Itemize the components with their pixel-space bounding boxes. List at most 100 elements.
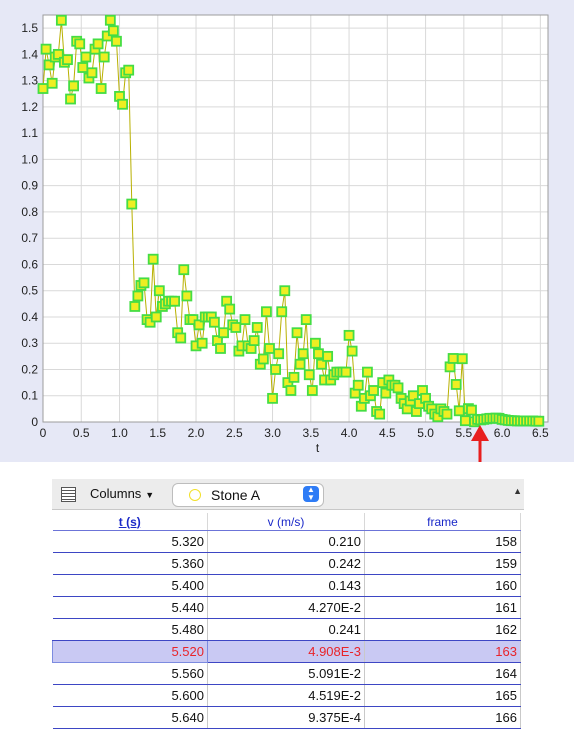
cell-v[interactable]: 4.270E-2: [207, 596, 365, 619]
data-point[interactable]: [138, 277, 150, 289]
data-point[interactable]: [95, 83, 107, 94]
data-point[interactable]: [150, 311, 162, 323]
data-point[interactable]: [80, 51, 92, 63]
data-point[interactable]: [340, 366, 352, 378]
cell-frame[interactable]: 161: [364, 596, 521, 619]
velocity-time-plot[interactable]: 0 0.5 1.0 1.5 2.0 2.5 3.0 3.5 4.0 4.5 5.0 5.5 6.0 6.5…: [0, 0, 574, 462]
data-point[interactable]: [86, 67, 98, 79]
data-point[interactable]: [68, 80, 80, 92]
cell-t[interactable]: 5.400: [52, 574, 208, 597]
cell-v[interactable]: 9.375E-4: [207, 706, 365, 729]
data-point[interactable]: [181, 290, 193, 302]
collapse-caret-icon[interactable]: ▲: [513, 486, 522, 496]
data-point[interactable]: [215, 343, 226, 354]
data-point[interactable]: [175, 332, 187, 344]
data-point[interactable]: [147, 253, 159, 265]
cell-frame[interactable]: 158: [364, 530, 521, 553]
data-point[interactable]: [466, 404, 477, 416]
data-point[interactable]: [279, 285, 291, 297]
data-point[interactable]: [291, 327, 303, 339]
data-point[interactable]: [306, 385, 318, 396]
table-row[interactable]: 5.480 0.241 162: [52, 618, 521, 641]
table-row[interactable]: 5.640 9.375E-4 166: [52, 706, 521, 729]
data-point[interactable]: [193, 319, 205, 331]
data-point[interactable]: [92, 38, 104, 50]
cell-t[interactable]: 5.640: [52, 706, 208, 729]
data-point[interactable]: [276, 306, 288, 318]
cell-t[interactable]: 5.520: [52, 640, 208, 663]
cell-v[interactable]: 0.210: [207, 530, 365, 553]
data-point[interactable]: [392, 382, 404, 394]
data-point[interactable]: [107, 25, 119, 37]
data-point[interactable]: [261, 306, 272, 318]
track-select[interactable]: Stone A ▲ ▼: [172, 483, 324, 507]
data-point[interactable]: [123, 64, 135, 76]
data-point[interactable]: [40, 43, 52, 55]
data-point[interactable]: [309, 337, 321, 349]
data-point[interactable]: [447, 353, 459, 364]
data-point[interactable]: [270, 364, 282, 375]
data-point[interactable]: [303, 369, 315, 381]
data-point[interactable]: [224, 303, 236, 315]
column-header-frame[interactable]: frame: [364, 513, 521, 531]
data-point[interactable]: [453, 405, 465, 417]
data-point[interactable]: [98, 51, 110, 63]
columns-button[interactable]: Columns ▼: [90, 486, 154, 501]
data-point[interactable]: [153, 285, 165, 297]
data-point[interactable]: [46, 77, 58, 89]
cell-frame[interactable]: 162: [364, 618, 521, 641]
cell-t[interactable]: 5.360: [52, 552, 208, 575]
cell-v[interactable]: 5.091E-2: [207, 662, 365, 685]
data-point[interactable]: [239, 314, 251, 325]
cell-v[interactable]: 4.908E-3: [207, 640, 365, 663]
data-point[interactable]: [248, 335, 260, 347]
data-point[interactable]: [297, 348, 309, 360]
data-point[interactable]: [362, 366, 373, 378]
data-point[interactable]: [380, 387, 392, 399]
data-point[interactable]: [285, 385, 297, 396]
data-point[interactable]: [65, 93, 76, 105]
cell-v[interactable]: 0.241: [207, 618, 365, 641]
cell-v[interactable]: 4.519E-2: [207, 684, 365, 707]
data-point[interactable]: [450, 379, 462, 390]
data-point[interactable]: [267, 392, 278, 404]
table-row[interactable]: 5.400 0.143 160: [52, 574, 521, 597]
cell-frame[interactable]: 159: [364, 552, 521, 575]
cell-t[interactable]: 5.320: [52, 530, 208, 553]
data-point[interactable]: [43, 59, 55, 71]
cell-frame[interactable]: 163: [364, 640, 521, 663]
data-point[interactable]: [322, 350, 334, 362]
cell-frame[interactable]: 160: [364, 574, 521, 597]
table-row[interactable]: 5.600 4.519E-2 165: [52, 684, 521, 707]
data-point[interactable]: [343, 329, 355, 341]
data-point[interactable]: [352, 379, 364, 391]
data-point[interactable]: [441, 408, 453, 420]
data-point[interactable]: [533, 415, 545, 427]
cell-t[interactable]: 5.600: [52, 684, 208, 707]
cell-t[interactable]: 5.440: [52, 596, 208, 619]
column-header-v[interactable]: v (m/s): [207, 513, 365, 531]
cell-t[interactable]: 5.480: [52, 618, 208, 641]
data-point[interactable]: [74, 38, 86, 50]
table-row[interactable]: 5.320 0.210 158: [52, 530, 521, 553]
data-point[interactable]: [368, 385, 379, 396]
data-point[interactable]: [129, 301, 141, 312]
table-row-selected[interactable]: 5.520 4.908E-3 163: [52, 640, 521, 663]
data-point[interactable]: [313, 348, 324, 360]
data-point[interactable]: [208, 316, 220, 328]
data-point[interactable]: [257, 353, 269, 365]
data-point[interactable]: [55, 14, 67, 26]
cell-frame[interactable]: 165: [364, 684, 521, 707]
cell-v[interactable]: 0.143: [207, 574, 365, 597]
data-point[interactable]: [251, 322, 263, 333]
data-point[interactable]: [456, 353, 468, 365]
data-point[interactable]: [62, 54, 73, 66]
cell-frame[interactable]: 166: [364, 706, 521, 729]
data-point[interactable]: [346, 345, 358, 357]
select-stepper-icon[interactable]: ▲ ▼: [303, 486, 319, 502]
cell-frame[interactable]: 164: [364, 662, 521, 685]
data-point[interactable]: [230, 322, 242, 333]
data-point[interactable]: [264, 343, 275, 354]
table-grid-icon[interactable]: [61, 487, 76, 502]
data-point[interactable]: [300, 314, 312, 325]
